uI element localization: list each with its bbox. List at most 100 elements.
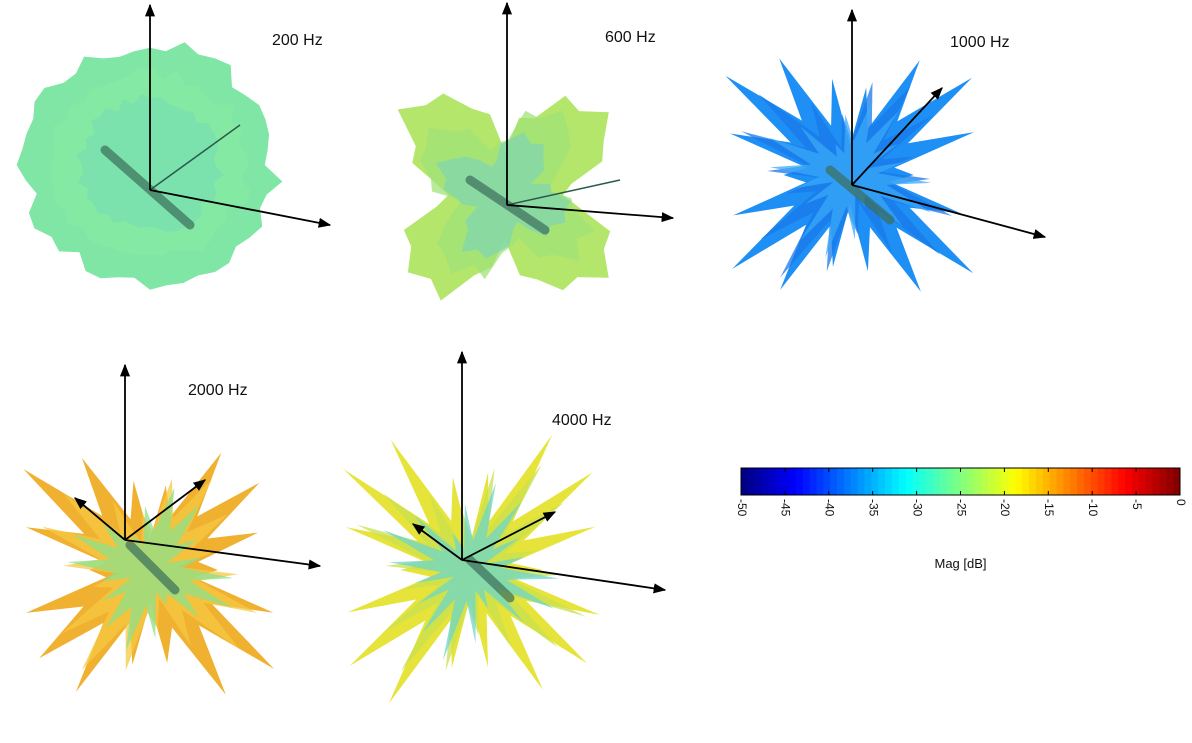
colorbar-cell [974,468,982,495]
colorbar-cell [1035,468,1044,495]
balloon-panel: 4000 Hz [343,350,667,704]
colorbar-cell [1111,468,1119,495]
colorbar-cell [912,468,920,495]
axis-arrow [124,539,322,570]
axis-arrow [149,189,332,228]
colorbar-tick-label: -25 [954,499,968,517]
colorbar-cell [994,468,1003,495]
colorbar-cell [754,468,763,495]
colorbar-tick-label: -30 [910,499,924,517]
colorbar-cell [1138,468,1147,495]
axis-arrow [461,559,667,594]
body [825,165,895,225]
panel-label: 2000 Hz [188,382,248,399]
colorbar-tick-label: 0 [1174,499,1188,506]
colorbar-label: Mag [dB] [934,556,986,571]
colorbar-cell [926,468,934,495]
axis-arrow [411,523,463,561]
colorbar-cell [1159,468,1167,495]
colorbar-cell [1090,468,1099,495]
colorbar-tick-label: -40 [823,499,837,517]
colorbar-cell [1077,468,1085,495]
colorbar-cell [919,468,927,495]
colorbar-cell [953,468,961,495]
colorbar-cell [843,468,852,495]
panel-label: 600 Hz [605,29,656,46]
axis-line [149,124,241,191]
colorbar-cell [795,468,804,495]
colorbar-cell [1125,468,1133,495]
balloon-surface [382,482,559,661]
colorbar-cell [1015,468,1023,495]
colorbar-cell [1001,468,1010,495]
colorbar-cell [802,468,811,495]
colorbar-cell [1029,468,1037,495]
colorbar-tick-label: -20 [998,499,1012,517]
colorbar-cell [1042,468,1051,495]
colorbar-cell [1097,468,1106,495]
colorbar-cell [1008,468,1016,495]
colorbar-cell [768,468,776,495]
colorbar-cell [1145,468,1154,495]
axis-arrow [74,497,126,541]
colorbar-cell [823,468,831,495]
colorbar-cell [1022,468,1030,495]
colorbar-cell [871,468,879,495]
colorbar-cell [981,468,989,495]
panel-label: 4000 Hz [552,412,612,429]
colorbar-cell [747,468,756,495]
colorbar-cell [1152,468,1160,495]
balloon-surface [769,99,932,258]
balloon-panel: 200 Hz [16,3,332,290]
colorbar-cell [1173,468,1181,495]
colorbar-cell [1131,468,1140,495]
colorbar-tick-label: -50 [735,499,749,517]
colorbar-cell [830,468,838,495]
colorbar-tick-label: -45 [779,499,793,517]
colorbar-cell [898,468,907,495]
colorbar-cell [864,468,872,495]
axis-arrow [506,204,675,223]
colorbar-tick-label: -10 [1086,499,1100,517]
colorbar-cell [1056,468,1064,495]
axis-arrow [461,511,557,561]
colorbar-cell [1166,468,1174,495]
axis-arrow [851,87,943,186]
colorbar-cell [967,468,975,495]
colorbar-cell [837,468,845,495]
axis-line [506,179,621,206]
colorbar-cell [987,468,996,495]
colorbar-cell [1049,468,1058,495]
colorbar-cell [816,468,824,495]
colorbar-cell [857,468,865,495]
panel-label: 1000 Hz [950,34,1010,51]
colorbar-cell [741,468,749,495]
colorbar-cell [891,468,900,495]
colorbar-tick-label: -5 [1130,499,1144,510]
axis-arrow [851,184,1047,239]
body [465,555,515,603]
colorbar-cell [885,468,893,495]
colorbar-cell [1070,468,1078,495]
colorbar-cell [789,468,797,495]
body [125,540,180,595]
colorbar-cell [933,468,941,495]
colorbar-cell [809,468,817,495]
colorbar-cell [775,468,783,495]
colorbar-cell [1083,468,1092,495]
colorbar-cell [850,468,859,495]
colorbar-cell [939,468,948,495]
colorbar-cell [946,468,955,495]
colorbar-cell [1104,468,1112,495]
colorbar-cell [1063,468,1071,495]
balloon-panel: 1000 Hz [725,8,1047,292]
colorbar-cell [878,468,886,495]
colorbar-tick-label: -35 [867,499,881,517]
body [100,145,195,230]
balloon-panel: 2000 Hz [23,363,322,695]
colorbar-cell [960,468,968,495]
colorbar-cell [782,468,790,495]
panel-label: 200 Hz [272,32,323,49]
colorbar-tick-label: -15 [1042,499,1056,517]
